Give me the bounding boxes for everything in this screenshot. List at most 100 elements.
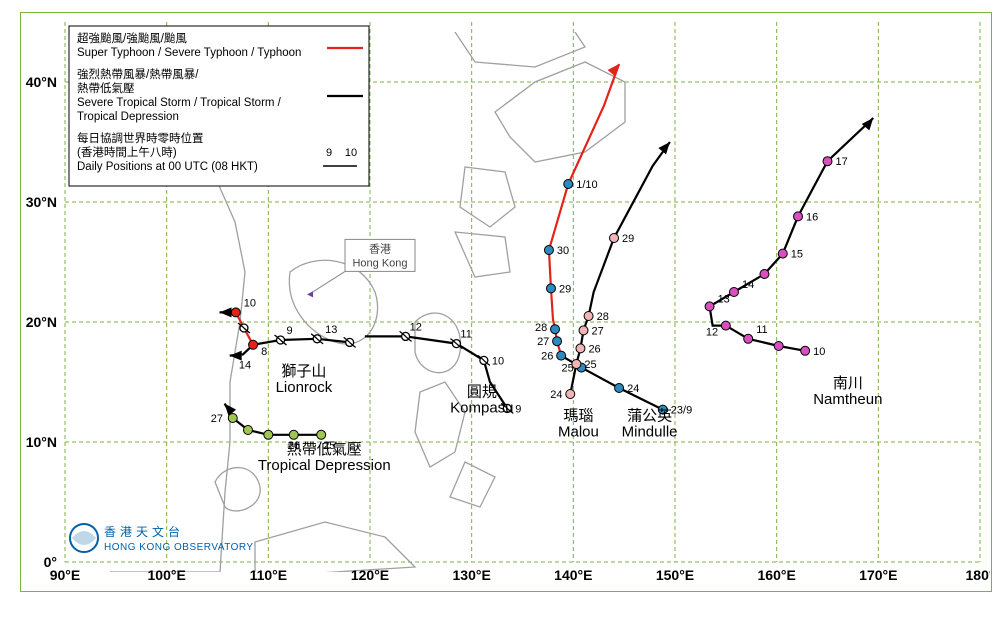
position-marker	[228, 414, 237, 423]
date-label: 10	[244, 297, 256, 309]
date-label: 24	[627, 383, 639, 395]
hko-logo-zh: 香港天文台	[104, 524, 184, 539]
storm-track	[710, 118, 874, 351]
hk-label-zh: 香港	[369, 242, 391, 255]
position-marker	[566, 390, 575, 399]
position-marker	[289, 430, 298, 439]
legend-line: Severe Tropical Storm / Tropical Storm /	[77, 97, 282, 109]
coastline	[415, 382, 465, 467]
hko-logo-en: HONG KONG OBSERVATORY	[104, 542, 254, 553]
hk-label-en: Hong Kong	[352, 257, 407, 269]
position-marker	[774, 342, 783, 351]
date-label: 30	[557, 245, 569, 257]
position-marker	[744, 334, 753, 343]
x-tick-label: 110°E	[250, 567, 288, 583]
position-marker	[801, 346, 810, 355]
position-marker	[317, 430, 326, 439]
position-marker	[551, 325, 560, 334]
legend-line: (香港時間上午八時)	[77, 146, 177, 159]
legend-line: 熱帶低氣壓	[77, 81, 135, 95]
date-label: 9	[515, 403, 521, 415]
storm-name-zh: 熱帶低氣壓	[287, 441, 362, 458]
x-tick-label: 170°E	[859, 567, 897, 583]
date-label: 12	[706, 327, 718, 339]
position-marker	[610, 234, 619, 243]
date-label: 27	[592, 325, 604, 337]
position-marker	[794, 212, 803, 221]
position-marker	[579, 326, 588, 335]
date-label: 14	[742, 279, 754, 291]
coastline	[455, 232, 510, 277]
y-tick-label: 0°	[44, 554, 57, 570]
date-label: 17	[836, 156, 848, 168]
legend-line: 強烈熱帶風暴/熱帶風暴/	[77, 67, 199, 81]
coastline	[450, 462, 495, 507]
legend-line: Super Typhoon / Severe Typhoon / Typhoon	[77, 47, 301, 59]
typhoon-track-map: 13981014910111225262723/9242526272829301…	[20, 12, 990, 590]
position-marker	[760, 270, 769, 279]
date-label: 1/10	[576, 179, 597, 191]
x-tick-label: 120°E	[351, 567, 389, 583]
position-marker	[249, 340, 258, 349]
legend-line: 每日協調世界時零時位置	[77, 131, 204, 145]
position-marker	[557, 351, 566, 360]
date-label: 9	[287, 325, 293, 337]
position-marker	[553, 337, 562, 346]
position-marker	[823, 157, 832, 166]
position-marker	[721, 321, 730, 330]
position-marker	[729, 288, 738, 297]
position-marker	[264, 430, 273, 439]
x-tick-label: 180°	[966, 567, 990, 583]
x-tick-label: 100°E	[148, 567, 186, 583]
storm-name-zh: 蒲公英	[627, 406, 672, 424]
legend-line: 超強颱風/強颱風/颱風	[77, 31, 187, 45]
position-marker	[544, 246, 553, 255]
hk-marker	[307, 291, 313, 297]
legend-line: Tropical Depression	[77, 111, 179, 123]
date-label: 28	[597, 311, 609, 323]
position-marker	[778, 249, 787, 258]
coastline	[445, 17, 585, 67]
storm-name-zh: 獅子山	[281, 363, 326, 380]
position-marker	[584, 312, 593, 321]
callout-leader	[312, 271, 345, 292]
position-marker	[615, 384, 624, 393]
coastline	[460, 167, 515, 227]
date-label: 28	[535, 322, 547, 334]
storm-name-en: Mindulle	[622, 423, 678, 440]
date-label: 29	[622, 233, 634, 245]
storm-name-en: Namtheun	[813, 391, 882, 408]
date-label: 10	[813, 346, 825, 358]
y-tick-label: 40°N	[26, 74, 57, 90]
legend-date: 9	[326, 147, 332, 159]
position-marker	[576, 344, 585, 353]
date-label: 26	[541, 351, 553, 363]
position-marker	[244, 426, 253, 435]
arrow-icon	[658, 139, 673, 155]
date-label: 24	[550, 389, 562, 401]
y-tick-label: 10°N	[26, 434, 57, 450]
date-label: 12	[410, 321, 422, 333]
legend-line: Daily Positions at 00 UTC (08 HKT)	[77, 161, 258, 173]
date-label: 15	[791, 249, 803, 261]
storm-name-en: Kompasu	[450, 399, 513, 416]
date-label: 14	[239, 359, 251, 371]
date-label: 27	[211, 413, 223, 425]
date-label: 25	[584, 359, 596, 371]
storm-name-zh: 南川	[833, 375, 863, 392]
x-tick-label: 140°E	[554, 567, 592, 583]
coastline	[215, 468, 260, 511]
storm-name-en: Malou	[558, 423, 599, 440]
storm-track	[225, 404, 322, 435]
coastline	[495, 62, 625, 162]
x-tick-label: 130°E	[453, 567, 491, 583]
date-label: 10	[492, 355, 504, 367]
date-label: 13	[718, 293, 730, 305]
date-label: 11	[756, 324, 767, 336]
storm-track	[253, 339, 350, 345]
date-label: 11	[460, 329, 471, 341]
y-tick-label: 20°N	[26, 314, 57, 330]
position-marker	[546, 284, 555, 293]
date-label: 16	[806, 211, 818, 223]
x-tick-label: 160°E	[758, 567, 796, 583]
